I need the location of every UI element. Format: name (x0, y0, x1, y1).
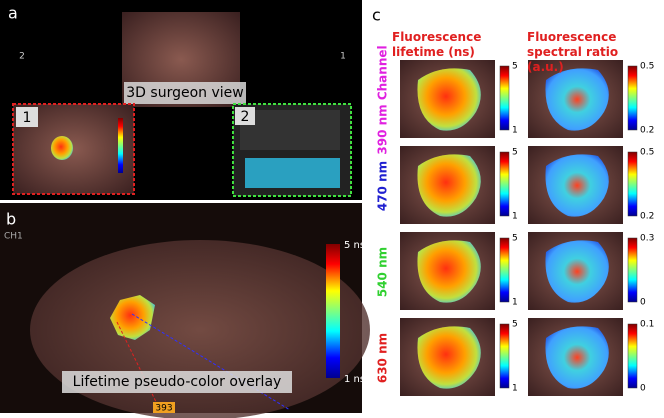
scale-max: 0.1 (640, 320, 654, 330)
map-overlay (545, 68, 609, 131)
column-header: Fluorescence lifetime (ns) (392, 30, 482, 59)
colorbar (627, 65, 638, 131)
colorbar (627, 323, 638, 389)
guide-line (116, 321, 161, 411)
scale-max: 5 (512, 148, 518, 158)
scale-min: 0.2 (640, 212, 654, 222)
channel: CH1 (4, 232, 23, 242)
colorbar (627, 237, 638, 303)
map-overlay (417, 240, 481, 303)
scale-min: 0 (640, 384, 646, 394)
channel-strips (245, 158, 340, 188)
colorbar (627, 151, 638, 217)
panel-label: a (8, 4, 18, 23)
colorbar (118, 118, 123, 173)
scale-min: 1 (512, 212, 518, 222)
scale-max: 5 (512, 234, 518, 244)
caption-box (62, 371, 292, 393)
colorbar (499, 237, 510, 303)
panel-label: b (6, 210, 16, 229)
scale-max: 0.3 (640, 234, 654, 244)
marker: 2 (19, 52, 25, 62)
window-1 (12, 103, 135, 195)
row-label: 470 nm (376, 161, 390, 211)
scale-min: 1 ns (344, 374, 365, 385)
panel-label: c (372, 6, 381, 25)
scale-min: 1 (512, 298, 518, 308)
caption: Lifetime pseudo-color overlay (73, 374, 282, 390)
guide-line (131, 313, 291, 411)
overlay-blob (110, 295, 155, 340)
caption: 3D surgeon view (126, 85, 243, 101)
colorbar (326, 244, 340, 378)
map-overlay (417, 68, 481, 131)
window-number: 1 (23, 110, 32, 126)
scale-min: 1 (512, 126, 518, 136)
scale-max: 5 (512, 62, 518, 72)
column-header: Fluorescence spectral ratio (a.u.) (527, 30, 619, 74)
marker: 1 (340, 52, 346, 62)
readout-box (153, 402, 175, 413)
plot-area (240, 110, 340, 150)
scale-max: 5 ns (344, 240, 365, 251)
map-overlay (545, 326, 609, 389)
row-label: 630 nm (376, 333, 390, 383)
overlay-blob (51, 136, 73, 160)
scale-min: 0 (640, 298, 646, 308)
scale-max: 0.5 (640, 62, 654, 72)
map-overlay (417, 326, 481, 389)
window-tag (16, 107, 38, 127)
scale-min: 0.2 (640, 126, 654, 136)
scale-max: 0.5 (640, 148, 654, 158)
readout: 393 (155, 404, 172, 414)
colorbar (499, 151, 510, 217)
scale-min: 1 (512, 384, 518, 394)
map-overlay (545, 240, 609, 303)
window-tag (235, 107, 255, 125)
row-label: 540 nm (376, 247, 390, 297)
caption-box (124, 82, 246, 104)
scale-max: 5 (512, 320, 518, 330)
map-overlay (417, 154, 481, 217)
window-number: 2 (241, 109, 250, 125)
row-label: 390 nm Channel (376, 45, 390, 154)
colorbar (499, 65, 510, 131)
map-overlay (545, 154, 609, 217)
colorbar (499, 323, 510, 389)
